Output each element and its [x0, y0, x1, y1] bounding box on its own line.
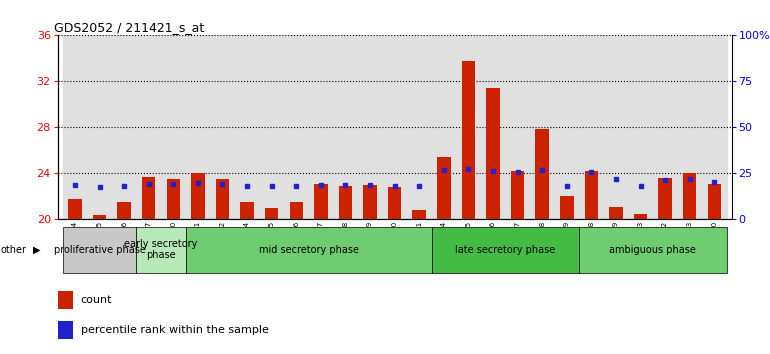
Bar — [259, 35, 284, 219]
Bar — [579, 227, 727, 273]
Bar — [702, 35, 727, 219]
Bar — [62, 35, 87, 219]
Bar — [511, 171, 524, 219]
Bar — [658, 178, 672, 219]
Bar — [142, 177, 156, 219]
Bar — [69, 199, 82, 219]
Text: count: count — [81, 295, 112, 305]
Bar — [265, 208, 279, 219]
Bar — [560, 196, 574, 219]
Bar — [314, 184, 327, 219]
Bar — [290, 202, 303, 219]
Bar — [191, 173, 205, 219]
Bar — [456, 35, 480, 219]
Bar — [240, 202, 254, 219]
Bar — [683, 173, 696, 219]
Text: late secretory phase: late secretory phase — [455, 245, 555, 255]
Bar — [333, 35, 358, 219]
Bar — [210, 35, 235, 219]
Bar — [437, 157, 450, 219]
Bar — [584, 171, 598, 219]
Bar — [413, 210, 426, 219]
Bar — [117, 202, 131, 219]
Bar — [505, 35, 530, 219]
Text: mid secretory phase: mid secretory phase — [259, 245, 359, 255]
Bar — [166, 179, 180, 219]
Text: ambiguous phase: ambiguous phase — [609, 245, 696, 255]
Bar — [431, 227, 579, 273]
Bar — [136, 227, 186, 273]
Bar — [628, 35, 653, 219]
Bar — [235, 35, 259, 219]
Bar — [136, 35, 161, 219]
Text: proliferative phase: proliferative phase — [54, 245, 146, 255]
Bar — [678, 35, 702, 219]
Bar — [407, 35, 431, 219]
Bar — [216, 179, 229, 219]
Bar — [653, 35, 678, 219]
Bar — [604, 35, 628, 219]
Bar — [383, 35, 407, 219]
Bar — [87, 35, 112, 219]
Bar — [93, 215, 106, 219]
Bar — [309, 35, 333, 219]
Bar — [431, 35, 456, 219]
Bar — [161, 35, 186, 219]
Bar — [358, 35, 383, 219]
Bar — [480, 35, 505, 219]
Bar — [708, 184, 721, 219]
Text: other: other — [1, 245, 27, 255]
Bar — [530, 35, 554, 219]
Text: ▶: ▶ — [33, 245, 41, 255]
Bar — [388, 187, 401, 219]
Bar — [579, 35, 604, 219]
Bar — [609, 207, 623, 219]
Bar — [363, 185, 377, 219]
Bar — [339, 186, 352, 219]
Bar — [554, 35, 579, 219]
Bar — [486, 88, 500, 219]
Bar — [58, 321, 73, 339]
Bar — [462, 61, 475, 219]
Bar — [186, 227, 431, 273]
Bar — [284, 35, 309, 219]
Bar — [634, 214, 648, 219]
Bar — [58, 291, 73, 309]
Bar — [62, 227, 136, 273]
Bar — [535, 129, 549, 219]
Text: GDS2052 / 211421_s_at: GDS2052 / 211421_s_at — [55, 21, 205, 34]
Text: early secretory
phase: early secretory phase — [124, 239, 198, 261]
Text: percentile rank within the sample: percentile rank within the sample — [81, 325, 269, 335]
Bar — [112, 35, 136, 219]
Bar — [186, 35, 210, 219]
